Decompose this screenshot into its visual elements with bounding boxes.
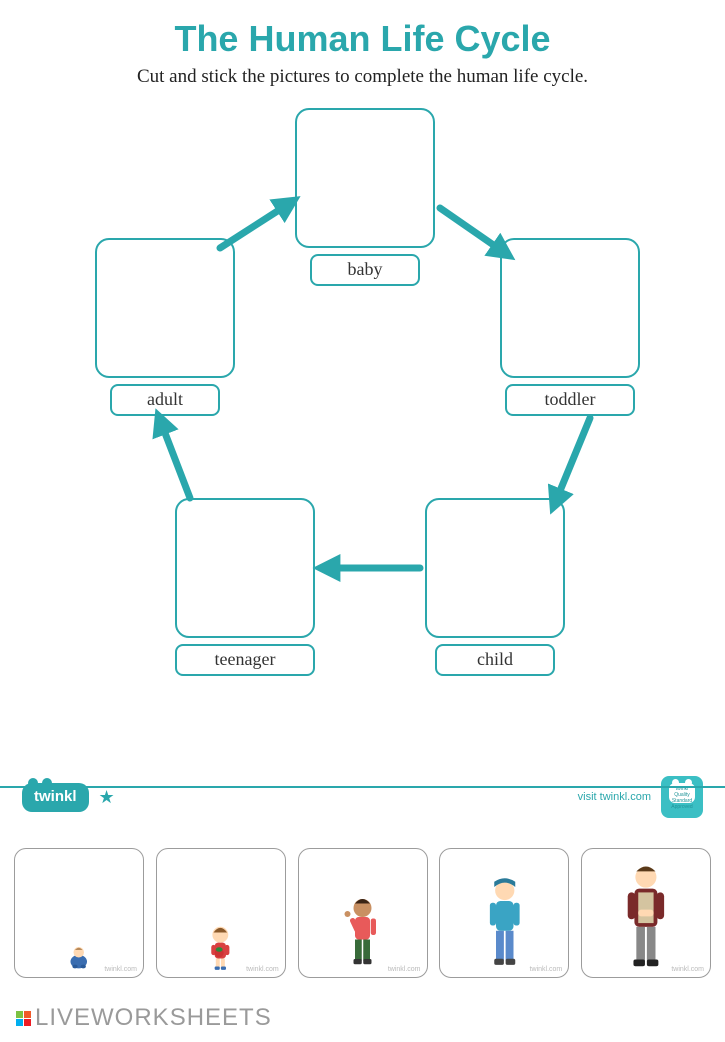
arrow-baby-to-toddler: [440, 208, 505, 253]
star-icon: ★: [99, 787, 115, 808]
cycle-diagram: babytoddlerchildteenageradult: [0, 98, 725, 718]
liveworksheets-logo-icon: [16, 1011, 31, 1026]
approved-badge: twinklQuality StandardApproved: [661, 776, 703, 818]
toddler-figure-icon: [192, 903, 249, 971]
cutout-watermark: twinkl.com: [246, 966, 279, 973]
visit-link[interactable]: visit twinkl.com: [578, 791, 651, 803]
child-figure-icon: [325, 881, 400, 971]
arrow-adult-to-baby: [220, 203, 290, 248]
page-subtitle: Cut and stick the pictures to complete t…: [0, 66, 725, 88]
arrow-teenager-to-adult: [160, 420, 190, 498]
footer-divider: [0, 786, 725, 788]
footer-row: twinkl ★ visit twinkl.com twinklQuality …: [0, 774, 725, 820]
cutout-adult-figure[interactable]: twinkl.com: [581, 848, 711, 978]
baby-figure-icon: [60, 926, 98, 971]
adult-figure-icon: [598, 856, 694, 971]
cutout-watermark: twinkl.com: [388, 966, 421, 973]
cutout-row: twinkl.com twinkl.com twinkl.com twinkl.com…: [0, 848, 725, 978]
arrow-toddler-to-child: [555, 418, 590, 503]
teenager-figure-icon: [461, 866, 549, 971]
cutout-baby-figure[interactable]: twinkl.com: [14, 848, 144, 978]
cutout-watermark: twinkl.com: [671, 966, 704, 973]
cycle-arrows: [0, 98, 725, 718]
watermark-text: LIVEWORKSHEETS: [35, 1004, 272, 1032]
cutout-toddler-figure[interactable]: twinkl.com: [156, 848, 286, 978]
cutout-teenager-figure[interactable]: twinkl.com: [439, 848, 569, 978]
cutout-watermark: twinkl.com: [104, 966, 137, 973]
cutout-child-figure[interactable]: twinkl.com: [298, 848, 428, 978]
page-title: The Human Life Cycle: [0, 18, 725, 60]
liveworksheets-watermark: LIVEWORKSHEETS: [16, 1004, 272, 1032]
cutout-watermark: twinkl.com: [530, 966, 563, 973]
